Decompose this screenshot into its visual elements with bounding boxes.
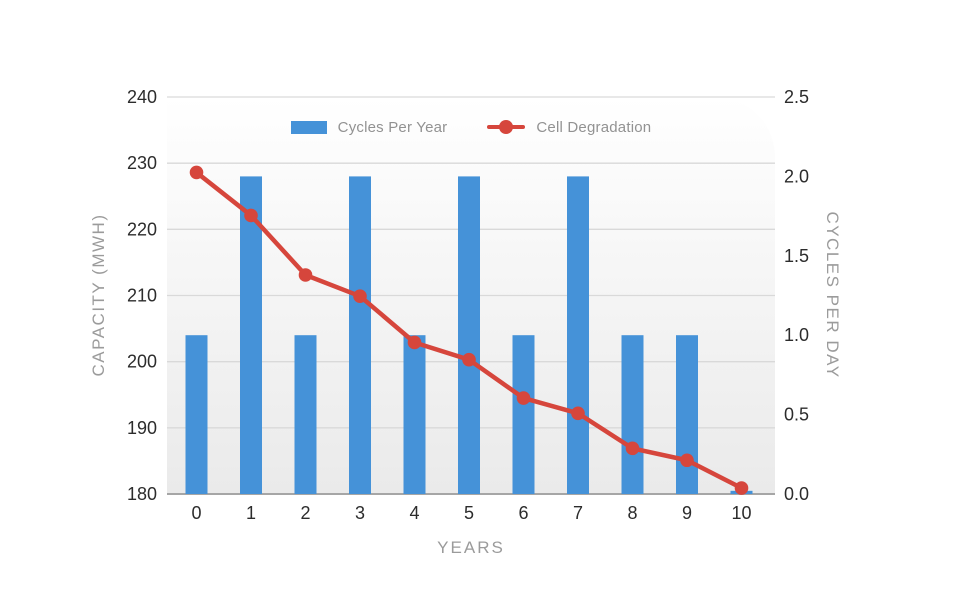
x-axis-tick-label: 2	[300, 503, 310, 523]
left-axis-tick-label: 180	[127, 484, 157, 504]
line-point	[625, 441, 640, 456]
x-axis-tick-label: 5	[464, 503, 474, 523]
left-axis-tick-label: 210	[127, 286, 157, 306]
bar	[349, 176, 371, 494]
right-axis-tick-label: 1.0	[784, 325, 809, 345]
x-axis-tick-label: 3	[355, 503, 365, 523]
right-axis-tick-label: 2.0	[784, 166, 809, 186]
x-axis-tick-label: 7	[573, 503, 583, 523]
line-point	[244, 208, 258, 223]
legend-item-cycles-per-year: Cycles Per Year	[290, 118, 448, 136]
right-axis-tick-label: 0.5	[784, 405, 809, 425]
x-axis-tick-label: 1	[246, 503, 256, 523]
line-point	[571, 406, 585, 421]
x-axis-tick-label: 8	[627, 503, 637, 523]
bar	[240, 176, 262, 494]
bar	[294, 335, 317, 494]
x-axis-tick-label: 10	[731, 503, 751, 523]
x-axis-tick-label: 9	[682, 503, 692, 523]
line-point	[680, 453, 694, 468]
line-series-marker-icon	[487, 120, 526, 134]
bar	[185, 335, 208, 494]
legend-item-cell-degradation: Cell Degradation	[487, 119, 651, 136]
left-axis-title: CAPACITY (MWH)	[89, 213, 108, 377]
right-axis-tick-label: 1.5	[784, 246, 809, 266]
left-axis-tick-label: 190	[127, 418, 157, 438]
line-point	[407, 335, 422, 350]
line-point	[734, 481, 749, 495]
x-axis-tick-label: 0	[191, 503, 201, 523]
legend-label-cell-degradation: Cell Degradation	[536, 118, 652, 136]
bar	[512, 335, 535, 494]
bar	[403, 335, 426, 494]
right-axis-title: CYCLES PER DAY	[823, 211, 842, 379]
left-axis-tick-label: 240	[127, 87, 157, 107]
line-point	[462, 352, 476, 367]
left-axis-tick-label: 230	[127, 153, 157, 173]
line-point	[516, 391, 531, 405]
line-point	[298, 268, 313, 282]
x-axis-title: YEARS	[437, 538, 505, 557]
right-axis-tick-label: 2.5	[784, 87, 809, 107]
line-point	[353, 289, 367, 303]
bar	[458, 176, 480, 494]
x-axis-tick-label: 4	[409, 503, 419, 523]
x-axis-tick-label: 6	[518, 503, 528, 523]
legend: Cycles Per Year Cell Degradation	[167, 112, 775, 142]
bar	[676, 335, 698, 494]
bar-series-swatch-icon	[290, 120, 327, 134]
left-axis-tick-label: 220	[127, 219, 157, 239]
line-point	[189, 165, 204, 180]
right-axis-tick-label: 0.0	[784, 484, 809, 504]
bar	[621, 335, 644, 494]
bar	[567, 176, 589, 494]
left-axis-tick-label: 200	[127, 352, 157, 372]
legend-label-cycles-per-year: Cycles Per Year	[337, 118, 448, 136]
